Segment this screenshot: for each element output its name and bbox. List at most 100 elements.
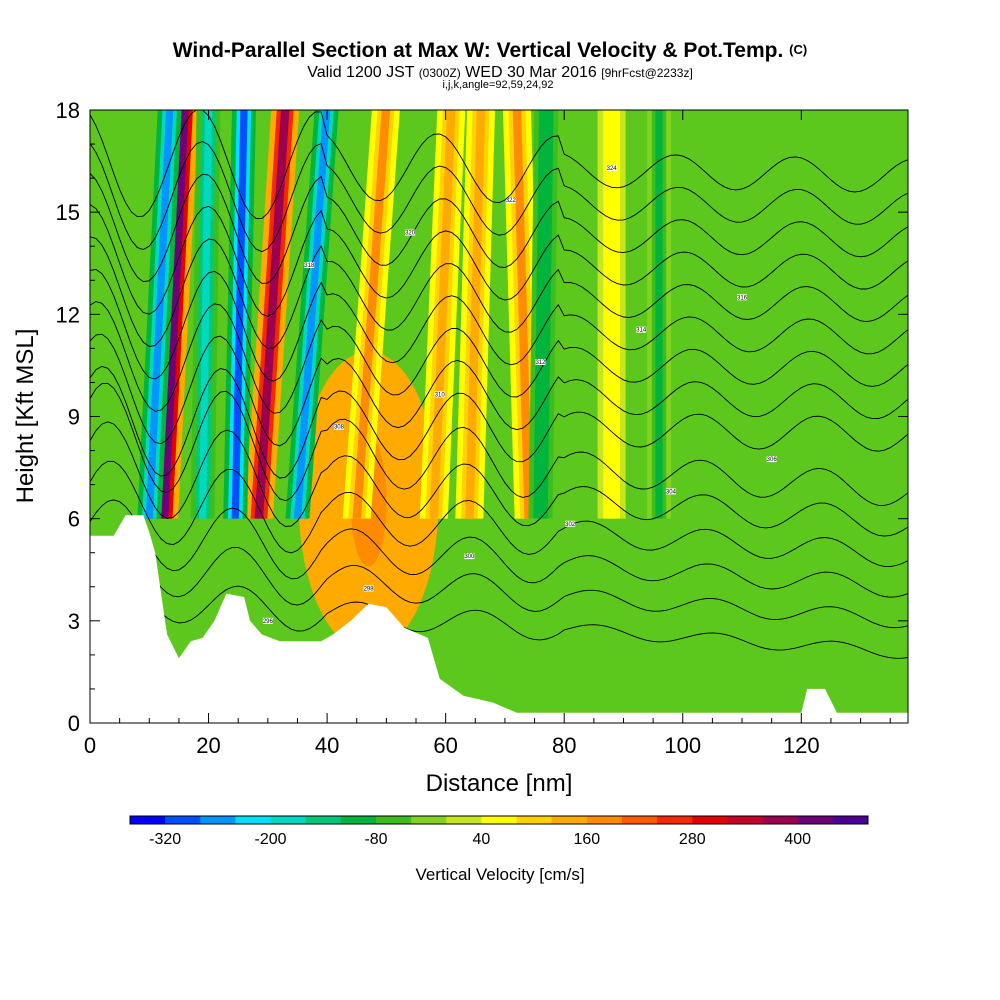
isentrope-label-324: 324: [607, 166, 618, 172]
isentrope-label-304: 304: [666, 489, 677, 495]
downdraft-band-3-level-2: [199, 110, 213, 519]
colorbar-swatch-80: [516, 816, 553, 824]
x-tick-label-120: 120: [783, 733, 820, 758]
isentrope-label-310: 310: [435, 392, 446, 398]
terrain-mask: [90, 515, 908, 723]
colorbar-swatch-40: [481, 816, 518, 824]
isentrope-label-320: 320: [405, 231, 416, 237]
isentrope-label-300: 300: [464, 554, 475, 560]
colorbar-tick-label--80: -80: [364, 831, 387, 848]
isentrope-308: [90, 365, 908, 479]
updraft-band-4-level-2: [465, 110, 486, 519]
isentrope-296: [90, 577, 908, 659]
updraft-band-0-level-2: [159, 110, 189, 519]
axes: 0 20 40 60 80 100 120 0 3 6 9 12 15 18: [56, 98, 908, 758]
isentrope-label-bg-316: [737, 294, 748, 301]
velocity-field: [137, 110, 672, 652]
chart-subtitle-indices: i,j,k,angle=92,59,24,92: [442, 79, 553, 91]
colorbar-swatch--240: [235, 816, 272, 824]
isentrope-label-bg-298: [363, 585, 374, 592]
colorbar-tick-label-40: 40: [473, 831, 491, 848]
y-tick-label-18: 18: [56, 98, 80, 123]
isentrope-312: [90, 301, 908, 414]
isentrope-302: [90, 460, 908, 568]
isentrope-label-bg-306: [766, 456, 777, 463]
colorbar-swatch-240: [657, 816, 693, 824]
colorbar-tick-label-400: 400: [784, 831, 811, 848]
isentrope-label-318: 318: [304, 263, 315, 269]
x-tick-label-20: 20: [196, 733, 220, 758]
colorbar-swatch--80: [376, 816, 412, 824]
x-axis-label: Distance [nm]: [426, 770, 573, 797]
isentrope-label-bg-322: [505, 197, 516, 204]
isentrope-label-296: 296: [263, 619, 274, 625]
plot-area: 296 298 300 302 304 306 308 310 312 314 316 318 320 3…: [90, 110, 908, 723]
isentrope-322: [90, 141, 908, 253]
colorbar-swatch-160: [586, 816, 623, 824]
isentrope-label-bg-304: [665, 488, 676, 495]
isentrope-310: [90, 333, 908, 447]
isentrope-label-bg-308: [333, 423, 344, 430]
isentrope-label-306: 306: [767, 457, 778, 463]
colorbar-swatch--200: [270, 816, 307, 824]
colorbar-swatch-360: [762, 816, 799, 824]
isentrope-label-316: 316: [737, 295, 748, 301]
colorbar-swatch--40: [411, 816, 447, 824]
colorbar-swatch-0: [446, 816, 482, 824]
colorbar-tick-label--200: -200: [255, 831, 287, 848]
downdraft-band-5-level-2: [655, 110, 663, 519]
isentrope-label-bg-296: [262, 617, 273, 624]
isentrope-324: [90, 110, 908, 219]
colorbar-swatch-200: [622, 816, 658, 824]
colorbar-swatch--160: [305, 816, 342, 824]
isentrope-320: [90, 173, 908, 284]
isentrope-316: [90, 236, 908, 349]
isentrope-label-bg-324: [606, 164, 617, 171]
isentrope-label-308: 308: [334, 425, 345, 431]
isentrope-label-bg-320: [405, 229, 416, 236]
isentrope-label-bg-310: [434, 391, 445, 398]
isentrope-label-bg-300: [464, 553, 475, 560]
colorbar-tick-label-160: 160: [574, 831, 601, 848]
y-axis-label: Height [Kft MSL]: [12, 329, 39, 504]
isentrope-300: [90, 499, 908, 598]
chart-title: Wind-Parallel Section at Max W: Vertical…: [173, 39, 807, 62]
isentrope-label-322: 322: [506, 198, 517, 204]
updraft-band-6-level-2: [607, 110, 616, 519]
y-tick-label-6: 6: [68, 507, 80, 532]
colorbar-swatch-400: [797, 816, 834, 824]
isentrope-label-bg-312: [535, 359, 546, 366]
colorbar-swatch--280: [200, 816, 236, 824]
updraft-band-2-level-2: [352, 110, 391, 519]
colorbar-swatch-320: [727, 816, 764, 824]
isentrope-label-bg-302: [565, 520, 576, 527]
isentrope-label-312: 312: [535, 360, 546, 366]
downdraft-band-1-level-2: [231, 110, 248, 519]
colorbar-swatch-440: [832, 816, 869, 824]
colorbar-swatch--360: [130, 816, 166, 824]
colorbar-swatch-120: [551, 816, 588, 824]
isentrope-label-298: 298: [364, 586, 375, 592]
colorbar-swatch--120: [340, 816, 377, 824]
updraft-band-5-level-2: [512, 110, 533, 519]
x-tick-label-0: 0: [84, 733, 96, 758]
isentrope-label-314: 314: [636, 328, 647, 334]
chart-subtitle: Valid 1200 JST (0300Z) WED 30 Mar 2016 […: [307, 64, 693, 81]
isentrope-304: [90, 421, 908, 537]
isentrope-306: [90, 382, 908, 506]
x-tick-label-40: 40: [315, 733, 339, 758]
colorbar-swatch-280: [692, 816, 728, 824]
y-tick-label-12: 12: [56, 302, 80, 327]
y-tick-label-15: 15: [56, 200, 80, 225]
y-tick-label-0: 0: [68, 711, 80, 736]
downdraft-band-2-level-2: [293, 110, 331, 519]
colorbar-frame: [129, 815, 869, 825]
colorbar-tick-label-280: 280: [679, 831, 706, 848]
x-tick-label-60: 60: [433, 733, 457, 758]
isentrope-label-bg-314: [636, 326, 647, 333]
y-tick-label-3: 3: [68, 609, 80, 634]
y-tick-label-9: 9: [68, 405, 80, 430]
isentrope-318: [90, 204, 908, 317]
colorbar-tick-label--320: -320: [149, 831, 181, 848]
